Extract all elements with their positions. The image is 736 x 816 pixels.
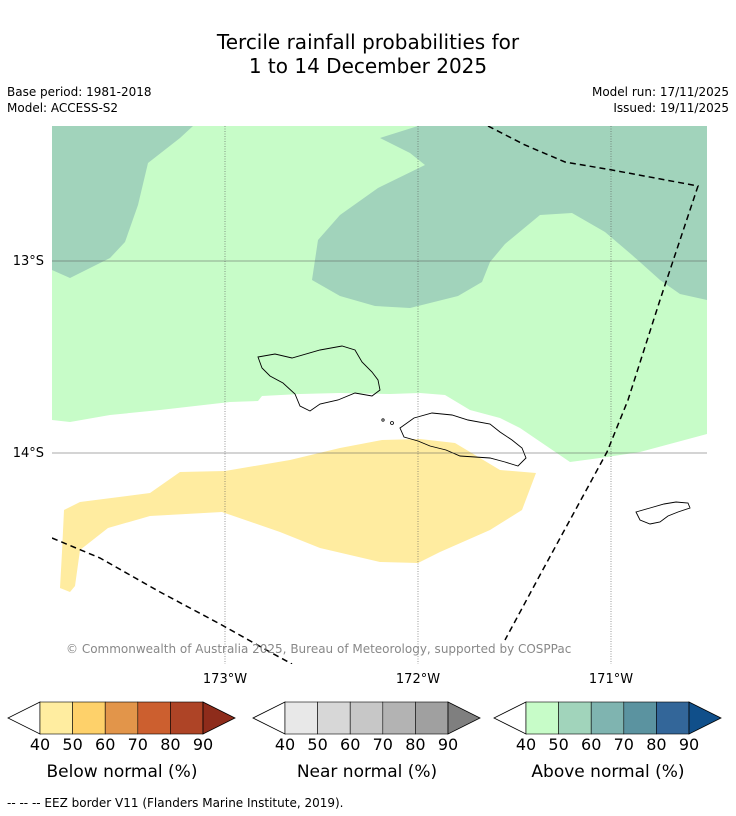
colorbar-tick-label: 80 <box>646 735 666 754</box>
colorbar-below: 40 50 60 70 80 90 <box>7 701 236 754</box>
eez-footnote: -- -- -- EEZ border V11 (Flanders Marine… <box>7 796 344 810</box>
colorbar-segment <box>317 701 351 735</box>
colorbar-segment <box>104 701 139 735</box>
colorbar-tick-label: 50 <box>548 735 568 754</box>
chart-title: Tercile rainfall probabilities for 1 to … <box>0 30 736 78</box>
colorbar-tick-label: 80 <box>160 735 180 754</box>
lon-label-172w: 172°W <box>396 672 440 687</box>
meta-right: Model run: 17/11/2025 Issued: 19/11/2025 <box>592 84 729 116</box>
legend-title-near: Near normal (%) <box>296 762 438 782</box>
tutuila-island <box>635 501 691 525</box>
colorbar-segment <box>415 701 449 735</box>
graticule <box>52 126 707 664</box>
colorbar-segment <box>558 701 592 735</box>
colorbar-tick-label: 50 <box>62 735 82 754</box>
colorbar-tick-label: 80 <box>405 735 425 754</box>
legend-title-above: Above normal (%) <box>531 762 685 782</box>
above-normal-60-region-west <box>52 126 193 278</box>
colorbar-segment <box>656 701 690 735</box>
colorbar-extend-high <box>202 701 236 735</box>
colorbar-near: 40 50 60 70 80 90 <box>252 701 481 754</box>
colorbar-above: 40 50 60 70 80 90 <box>493 701 722 754</box>
colorbar-tick-label: 60 <box>95 735 115 754</box>
meta-left: Base period: 1981-2018 Model: ACCESS-S2 <box>7 84 152 116</box>
issued-date: Issued: 19/11/2025 <box>613 101 729 115</box>
colorbar-extend-high <box>447 701 481 735</box>
title-line-2: 1 to 14 December 2025 <box>248 54 488 78</box>
colorbar-segment <box>525 701 559 735</box>
colorbar-segment <box>170 701 204 735</box>
legend-title-below: Below normal (%) <box>46 762 198 782</box>
below-normal-50-region <box>60 439 536 592</box>
colorbar-extend-low <box>252 701 286 735</box>
colorbar-tick-label: 40 <box>516 735 536 754</box>
colorbar-tick-label: 50 <box>307 735 327 754</box>
eez-border <box>52 126 699 664</box>
colorbar-tick-label: 40 <box>275 735 295 754</box>
colorbar-extend-high <box>688 701 722 735</box>
title-line-1: Tercile rainfall probabilities for <box>216 30 520 54</box>
colorbar-segment <box>382 701 416 735</box>
colorbar-tick-label: 60 <box>340 735 360 754</box>
lon-label-171w: 171°W <box>589 672 633 687</box>
colorbar-segment <box>590 701 625 735</box>
colorbar-tick-label: 60 <box>581 735 601 754</box>
map-body: © Commonwealth of Australia 2025, Bureau… <box>52 126 707 664</box>
base-period: Base period: 1981-2018 <box>7 85 152 99</box>
colorbar-segment <box>39 701 73 735</box>
savaii-island <box>257 345 381 412</box>
colorbar-tick-label: 70 <box>373 735 393 754</box>
manono-islet <box>390 421 394 425</box>
above-normal-60-region-east <box>312 126 707 308</box>
eez-border-south <box>52 537 293 664</box>
colorbar-segment <box>623 701 657 735</box>
colorbar-segment <box>72 701 106 735</box>
lat-label-13s: 13°S <box>13 254 44 269</box>
colorbar-tick-label: 70 <box>614 735 634 754</box>
colorbar-extend-low <box>493 701 527 735</box>
upolu-island <box>399 412 527 467</box>
apolima-islet <box>381 418 385 422</box>
lon-label-173w: 173°W <box>203 672 247 687</box>
map-area: © Commonwealth of Australia 2025, Bureau… <box>13 126 707 687</box>
map-svg: © Commonwealth of Australia 2025, Bureau… <box>13 126 707 687</box>
legend-above-normal: 40 50 60 70 80 90 Above normal (%) <box>492 700 724 790</box>
model-name: Model: ACCESS-S2 <box>7 101 119 115</box>
colorbar-tick-label: 90 <box>438 735 458 754</box>
lat-label-14s: 14°S <box>13 446 44 461</box>
colorbar-segment <box>137 701 171 735</box>
colorbar-tick-label: 90 <box>193 735 213 754</box>
colorbar-tick-label: 40 <box>30 735 50 754</box>
eez-border-north <box>487 126 699 641</box>
map-copyright: © Commonwealth of Australia 2025, Bureau… <box>66 642 571 656</box>
model-run: Model run: 17/11/2025 <box>591 85 729 99</box>
colorbar-tick-label: 90 <box>679 735 699 754</box>
colorbar-tick-label: 70 <box>128 735 148 754</box>
legend-near-normal: 40 50 60 70 80 90 Near normal (%) <box>251 700 483 790</box>
colorbar-extend-low <box>7 701 41 735</box>
colorbar-segment <box>349 701 384 735</box>
colorbar-segment <box>284 701 318 735</box>
legend-below-normal: 40 50 60 70 80 90 Below normal (%) <box>6 700 238 790</box>
